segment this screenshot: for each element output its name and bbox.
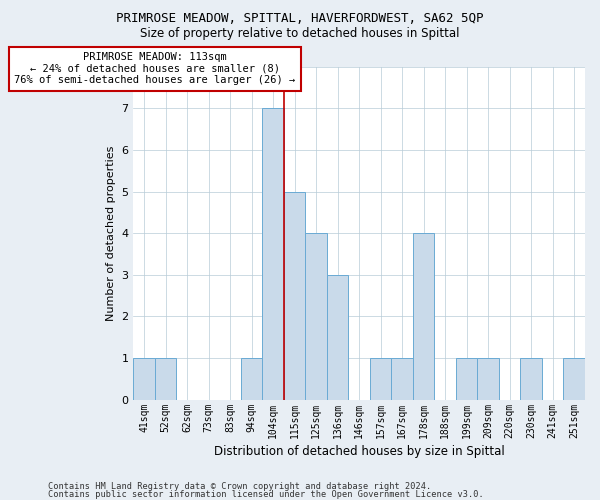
Bar xyxy=(456,358,478,400)
Bar xyxy=(305,233,327,400)
Bar xyxy=(133,358,155,400)
Bar xyxy=(370,358,391,400)
Text: PRIMROSE MEADOW: 113sqm
← 24% of detached houses are smaller (8)
76% of semi-det: PRIMROSE MEADOW: 113sqm ← 24% of detache… xyxy=(14,52,296,86)
Y-axis label: Number of detached properties: Number of detached properties xyxy=(106,146,116,321)
Bar xyxy=(262,108,284,400)
Bar xyxy=(563,358,585,400)
Bar xyxy=(478,358,499,400)
Text: PRIMROSE MEADOW, SPITTAL, HAVERFORDWEST, SA62 5QP: PRIMROSE MEADOW, SPITTAL, HAVERFORDWEST,… xyxy=(116,12,484,26)
Bar xyxy=(284,192,305,400)
Text: Size of property relative to detached houses in Spittal: Size of property relative to detached ho… xyxy=(140,28,460,40)
X-axis label: Distribution of detached houses by size in Spittal: Distribution of detached houses by size … xyxy=(214,444,505,458)
Bar xyxy=(413,233,434,400)
Text: Contains public sector information licensed under the Open Government Licence v3: Contains public sector information licen… xyxy=(48,490,484,499)
Bar xyxy=(391,358,413,400)
Bar xyxy=(520,358,542,400)
Bar xyxy=(241,358,262,400)
Text: Contains HM Land Registry data © Crown copyright and database right 2024.: Contains HM Land Registry data © Crown c… xyxy=(48,482,431,491)
Bar xyxy=(327,275,349,400)
Bar xyxy=(155,358,176,400)
